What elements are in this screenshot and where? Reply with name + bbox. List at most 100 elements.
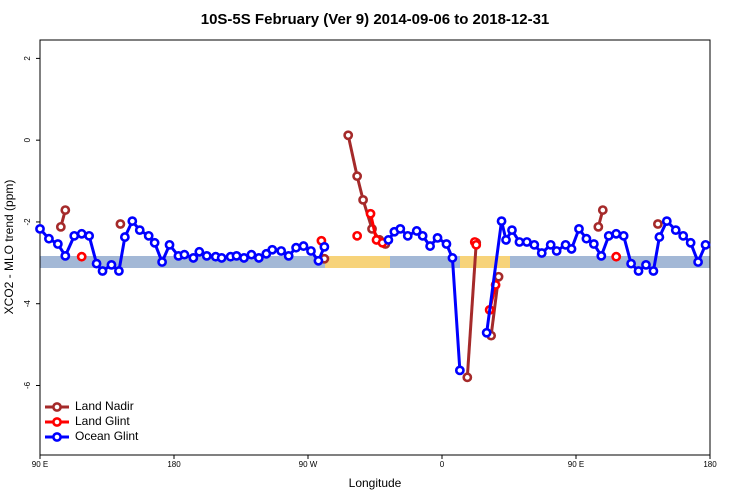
point (603, 230, 614, 241)
point (654, 232, 665, 242)
point (298, 241, 309, 251)
y-tick-label: -4 (23, 300, 32, 308)
point (164, 239, 175, 250)
point (106, 259, 117, 270)
point (395, 223, 406, 234)
point (55, 221, 66, 232)
x-tick-label: 180 (703, 460, 717, 469)
point (358, 194, 368, 205)
plot-frame (39, 39, 711, 456)
legend-label: Land Nadir (75, 399, 134, 413)
point (529, 239, 540, 250)
x-axis-label: Longitude (349, 476, 402, 490)
point (441, 239, 452, 249)
point (69, 230, 80, 241)
point (521, 237, 532, 247)
legend-marker (52, 417, 62, 427)
point (231, 250, 242, 261)
point (52, 239, 63, 249)
point (447, 253, 458, 263)
point (700, 239, 711, 250)
point (588, 239, 599, 249)
series-line (346, 134, 387, 246)
point (319, 241, 330, 252)
point (462, 372, 473, 383)
point (678, 230, 689, 241)
point (157, 257, 167, 267)
point (352, 171, 363, 182)
point (417, 230, 428, 241)
x-tick-label: 0 (440, 460, 445, 469)
point (432, 232, 443, 243)
point (501, 235, 511, 245)
x-tick-label: 180 (167, 460, 181, 469)
series-line (465, 242, 478, 378)
point (114, 266, 124, 276)
legend-label: Ocean Glint (75, 429, 139, 443)
point (514, 237, 525, 247)
x-tick-label: 90 E (32, 460, 48, 469)
point (597, 205, 608, 215)
point (246, 249, 257, 260)
y-tick-label: 0 (23, 137, 32, 142)
point (648, 266, 659, 276)
point (253, 253, 264, 263)
point (611, 228, 622, 239)
series-line (387, 227, 462, 371)
point (454, 365, 465, 376)
point (35, 223, 45, 234)
point (661, 216, 672, 227)
point (365, 208, 376, 219)
point (536, 248, 547, 258)
point (493, 271, 504, 282)
point (201, 250, 212, 261)
point (216, 253, 227, 263)
point (507, 225, 517, 236)
point (545, 239, 556, 250)
point (283, 250, 294, 261)
y-tick-label: -2 (23, 218, 32, 226)
point (44, 233, 54, 244)
point (566, 244, 577, 254)
point (119, 232, 130, 242)
point (574, 223, 584, 234)
point (97, 266, 108, 276)
point (641, 259, 651, 270)
point (551, 246, 562, 256)
point (276, 246, 287, 256)
point (471, 239, 482, 250)
point (593, 221, 604, 232)
point (693, 257, 703, 267)
point (581, 233, 592, 244)
point (618, 230, 629, 241)
point (685, 237, 696, 248)
legend-marker (52, 402, 62, 412)
point (76, 251, 87, 262)
x-tick-label: 90 W (299, 460, 318, 469)
point (127, 216, 138, 227)
point (425, 241, 435, 251)
point (352, 230, 363, 241)
point (481, 327, 492, 338)
point (194, 246, 205, 257)
point (496, 216, 507, 227)
point (143, 230, 154, 241)
point (115, 219, 126, 229)
point (411, 226, 422, 236)
point (291, 242, 301, 253)
point (383, 235, 394, 245)
y-tick-label: 2 (23, 56, 32, 61)
y-axis-label: XCO2 - MLO trend (ppm) (2, 180, 16, 315)
point (611, 251, 622, 262)
point (134, 225, 145, 236)
legend-label: Land Glint (75, 414, 130, 428)
point (149, 237, 160, 248)
legend-marker (52, 432, 62, 442)
point (76, 228, 87, 239)
point (306, 246, 316, 256)
point (313, 255, 324, 266)
point (60, 250, 71, 261)
x-tick-label: 90 E (568, 460, 584, 469)
point (626, 258, 636, 269)
